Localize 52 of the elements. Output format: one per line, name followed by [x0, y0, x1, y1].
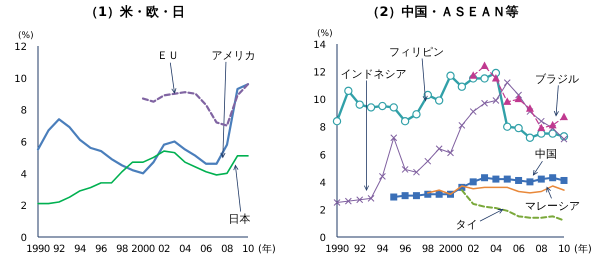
x-tick-label: 96	[95, 244, 107, 255]
y-tick-label: 14	[313, 40, 326, 51]
x-tick-label: 06	[200, 244, 212, 255]
x-tick-label: 10	[242, 244, 254, 255]
x-tick-label: 94	[74, 244, 86, 255]
y-tick-label: 4	[20, 169, 27, 180]
y-tick-label: 0	[320, 233, 326, 244]
x-tick-label: 96	[399, 244, 412, 255]
x-tick-label: 10	[558, 244, 570, 255]
y-tick-label: 12	[14, 42, 27, 53]
x-tick-label: 06	[512, 244, 525, 255]
y-tick-label: 2	[20, 201, 27, 212]
y-tick-label: 6	[320, 150, 326, 162]
x-tick-label: 98	[116, 244, 128, 255]
y-tick-label: 8	[320, 122, 326, 134]
y-tick-label: 10	[14, 74, 27, 85]
series-label: 中国	[534, 148, 557, 161]
x-axis-title: (年)	[258, 243, 276, 255]
x-tick-label: 98	[422, 244, 434, 255]
x-tick-label: 92	[354, 244, 366, 255]
series-label: マレーシア	[525, 199, 580, 212]
text: アメリカ	[211, 48, 256, 62]
text: ＥＵ	[157, 48, 180, 62]
x-tick-label: 02	[467, 244, 480, 255]
x-axis-title: (年)	[574, 243, 592, 255]
y-tick-label: 2	[320, 205, 326, 216]
series-label: フィリピン	[388, 46, 444, 59]
y-tick-label: 8	[20, 106, 27, 117]
chart-title: （1）米・欧・日	[84, 5, 186, 20]
x-tick-label: 02	[158, 244, 170, 255]
x-tick-label: 94	[376, 244, 388, 255]
y-axis-title: (%)	[317, 29, 333, 39]
x-tick-label: 2000	[438, 244, 462, 255]
series-label: タイ	[455, 218, 478, 231]
x-tick-label: 04	[179, 244, 191, 255]
chart-title: （2）中国・ＡＳＥＡＮ等	[366, 5, 519, 20]
x-tick-label: 08	[221, 244, 233, 255]
y-tick-label: 12	[313, 68, 326, 79]
y-tick-label: 6	[20, 138, 27, 148]
series-label: ブラジル	[535, 72, 580, 86]
y-tick-label: 10	[313, 95, 326, 106]
x-tick-label: 2000	[131, 244, 155, 255]
text: 日本	[228, 212, 251, 226]
text: インドネシア	[340, 68, 406, 81]
x-tick-label: 08	[535, 244, 548, 255]
x-tick-label: 04	[490, 244, 502, 255]
y-tick-label: 4	[320, 178, 326, 189]
x-tick-label: 1990	[26, 244, 50, 255]
x-tick-label: 1990	[325, 244, 349, 255]
y-tick-label: 0	[20, 233, 27, 244]
x-tick-label: 92	[53, 244, 65, 255]
y-axis-title: (%)	[18, 31, 34, 41]
